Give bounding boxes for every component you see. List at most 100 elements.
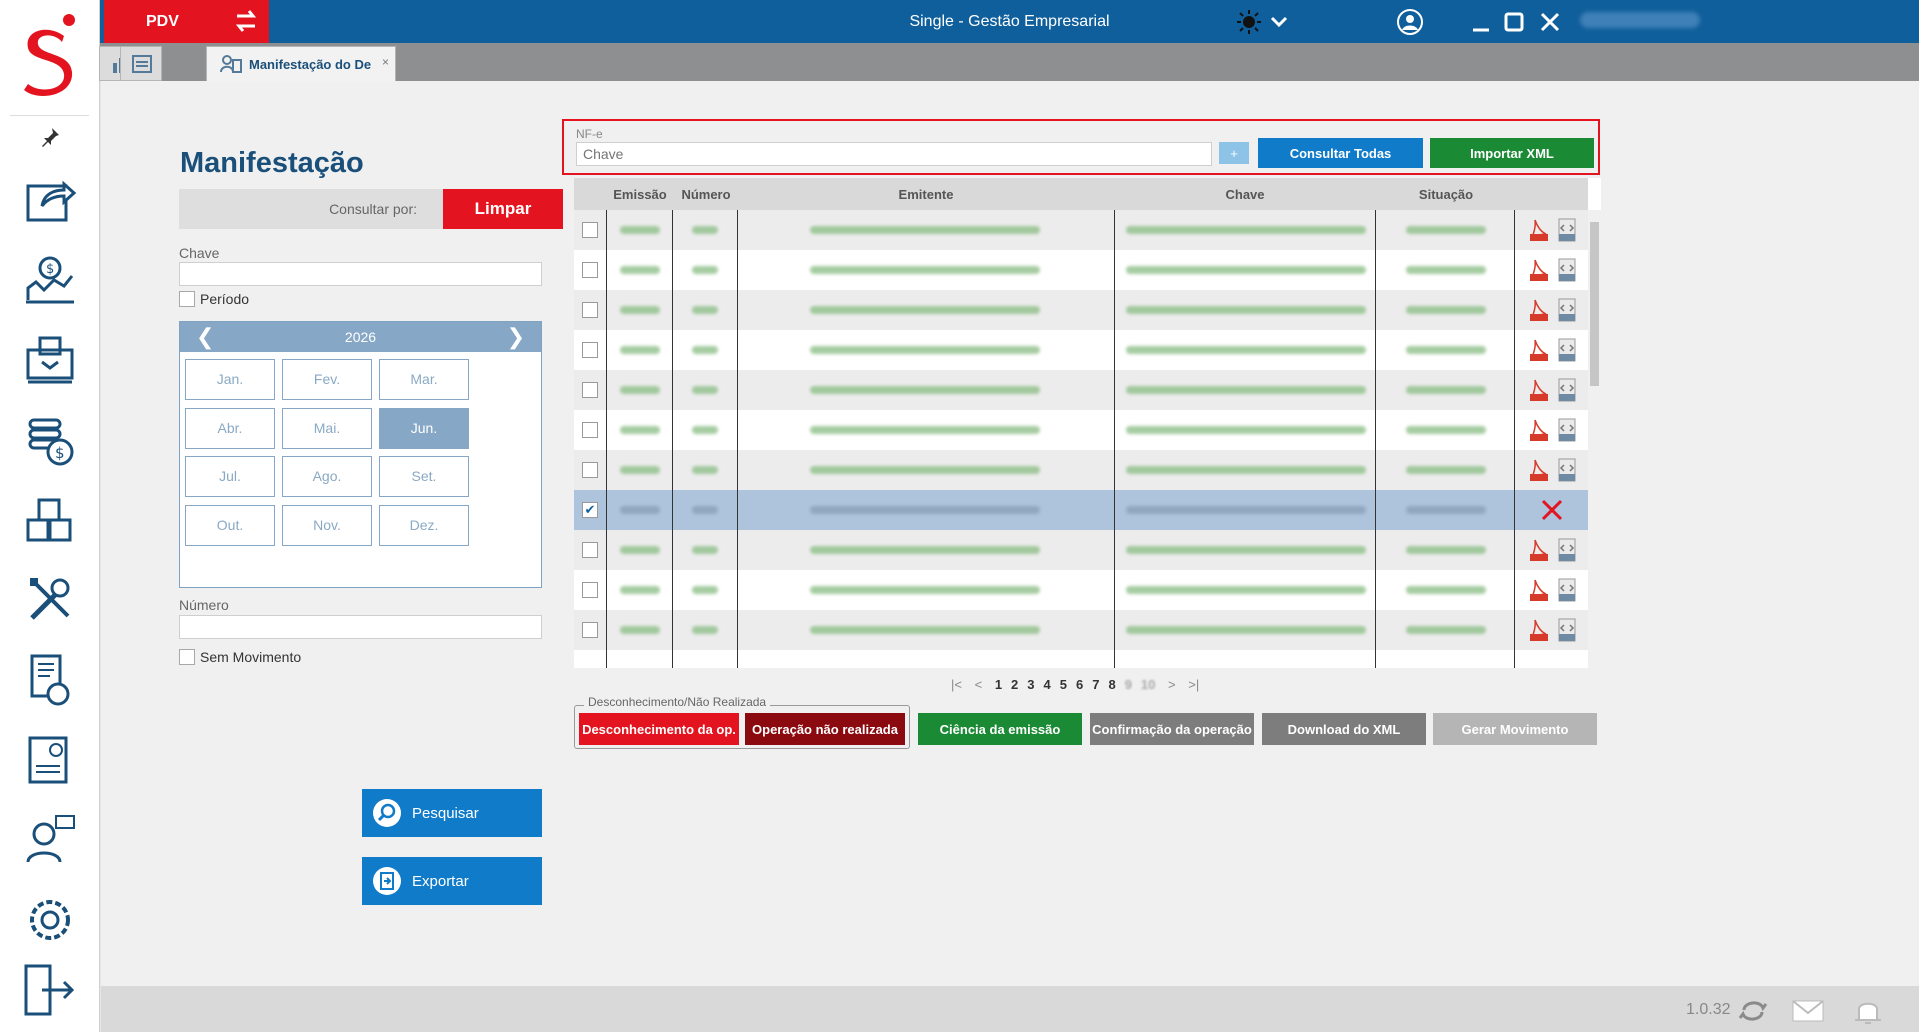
row-checkbox[interactable]	[582, 302, 598, 318]
col-emitente[interactable]: Emitente	[898, 187, 954, 202]
tools-icon[interactable]	[20, 570, 80, 630]
prev-year-icon[interactable]: ❮	[196, 324, 215, 349]
table-row[interactable]	[574, 570, 1588, 610]
table-row[interactable]	[574, 210, 1588, 250]
pdf-icon[interactable]	[1529, 458, 1549, 482]
table-row[interactable]	[574, 370, 1588, 410]
month-button[interactable]: Nov.	[282, 504, 372, 546]
table-row[interactable]	[574, 530, 1588, 570]
row-checkbox[interactable]	[582, 622, 598, 638]
month-button[interactable]: Dez.	[379, 504, 469, 546]
table-row[interactable]	[574, 250, 1588, 290]
row-checkbox[interactable]	[582, 582, 598, 598]
page-number-link[interactable]: 2	[1011, 677, 1019, 692]
minimize-icon[interactable]	[1467, 8, 1495, 36]
table-row[interactable]	[574, 450, 1588, 490]
xml-icon[interactable]	[1557, 298, 1577, 322]
tab-close-icon[interactable]: ×	[381, 55, 389, 69]
chevron-down-icon[interactable]	[1265, 8, 1293, 36]
notification-bell-icon[interactable]	[1851, 994, 1885, 1028]
sem-movimento-checkbox[interactable]	[179, 649, 195, 665]
cash-register-icon[interactable]	[20, 330, 80, 390]
tab-list[interactable]	[120, 46, 162, 81]
ciencia-emissao-button[interactable]: Ciência da emissão	[918, 713, 1082, 745]
importar-xml-button[interactable]: Importar XML	[1430, 138, 1594, 168]
pdf-icon[interactable]	[1529, 338, 1549, 362]
row-checkbox[interactable]	[582, 382, 598, 398]
mail-icon[interactable]	[1791, 994, 1825, 1028]
pdv-button[interactable]: PDV	[104, 0, 269, 43]
month-button[interactable]: Jan.	[185, 359, 275, 400]
row-checkbox[interactable]	[582, 262, 598, 278]
table-row[interactable]	[574, 330, 1588, 370]
boxes-inventory-icon[interactable]	[20, 490, 80, 550]
table-row[interactable]	[574, 610, 1588, 650]
xml-icon[interactable]	[1557, 618, 1577, 642]
desconhecimento-button[interactable]: Desconhecimento da op.	[579, 713, 739, 745]
page-number-link[interactable]: 4	[1043, 677, 1051, 692]
invoice-icon[interactable]	[20, 650, 80, 710]
theme-sun-icon[interactable]	[1235, 8, 1263, 36]
month-button[interactable]: Mar.	[379, 359, 469, 400]
xml-icon[interactable]	[1557, 578, 1577, 602]
maximize-icon[interactable]	[1500, 8, 1528, 36]
col-emissao[interactable]: Emissão	[613, 187, 667, 202]
xml-icon[interactable]	[1557, 258, 1577, 282]
pdf-icon[interactable]	[1529, 418, 1549, 442]
tab-manifestacao[interactable]: Manifestação do De ×	[206, 46, 396, 81]
user-avatar-icon[interactable]	[1396, 8, 1424, 36]
pdf-icon[interactable]	[1529, 538, 1549, 562]
settings-gear-icon[interactable]	[20, 890, 80, 950]
month-button[interactable]: Jun.	[379, 407, 469, 449]
row-checkbox[interactable]	[582, 342, 598, 358]
pdf-icon[interactable]	[1529, 378, 1549, 402]
page-number-link[interactable]: 7	[1092, 677, 1100, 692]
numero-input[interactable]	[179, 615, 542, 639]
month-button[interactable]: Jul.	[185, 456, 275, 497]
support-agent-icon[interactable]	[20, 810, 80, 870]
xml-icon[interactable]	[1557, 538, 1577, 562]
finance-growth-icon[interactable]: $	[20, 250, 80, 310]
add-chave-button[interactable]: +	[1219, 142, 1249, 164]
page-number-link[interactable]: 5	[1059, 677, 1067, 692]
row-checkbox[interactable]	[582, 422, 598, 438]
row-checkbox[interactable]	[582, 462, 598, 478]
pdf-icon[interactable]	[1529, 298, 1549, 322]
row-checkbox[interactable]	[582, 542, 598, 558]
month-button[interactable]: Out.	[185, 504, 275, 546]
month-button[interactable]: Mai.	[282, 407, 372, 449]
prev-page-link[interactable]: <	[974, 677, 983, 692]
gerar-movimento-button[interactable]: Gerar Movimento	[1433, 713, 1597, 745]
table-row[interactable]	[574, 410, 1588, 450]
pdf-icon[interactable]	[1529, 218, 1549, 242]
month-button[interactable]: Ago.	[282, 456, 372, 497]
col-chave[interactable]: Chave	[1225, 187, 1265, 202]
xml-icon[interactable]	[1557, 458, 1577, 482]
consultar-todas-button[interactable]: Consultar Todas	[1258, 138, 1423, 168]
page-number-link[interactable]: 1	[994, 677, 1003, 692]
table-row[interactable]: ✔	[574, 490, 1588, 530]
coins-icon[interactable]: $	[20, 410, 80, 470]
next-page-link[interactable]: >	[1168, 677, 1176, 692]
periodo-checkbox[interactable]	[179, 291, 195, 307]
page-number-link[interactable]: 10	[1140, 677, 1156, 692]
month-button[interactable]: Set.	[379, 456, 469, 497]
exportar-button[interactable]: Exportar	[362, 857, 542, 905]
row-checkbox[interactable]: ✔	[582, 502, 598, 518]
pdf-icon[interactable]	[1529, 618, 1549, 642]
download-xml-button[interactable]: Download do XML	[1262, 713, 1426, 745]
page-number-link[interactable]: 9	[1124, 677, 1132, 692]
page-number-link[interactable]: 3	[1027, 677, 1035, 692]
sync-icon[interactable]	[1736, 994, 1770, 1028]
xml-icon[interactable]	[1557, 338, 1577, 362]
xml-icon[interactable]	[1557, 418, 1577, 442]
month-button[interactable]: Fev.	[282, 359, 372, 400]
logout-icon[interactable]	[20, 960, 80, 1020]
col-situacao[interactable]: Situação	[1418, 187, 1474, 202]
pesquisar-button[interactable]: Pesquisar	[362, 789, 542, 837]
table-row[interactable]	[574, 290, 1588, 330]
close-window-icon[interactable]	[1536, 8, 1564, 36]
page-number-link[interactable]: 6	[1075, 677, 1084, 692]
col-numero[interactable]: Número	[681, 187, 731, 202]
chave-filter-input[interactable]	[179, 262, 542, 286]
